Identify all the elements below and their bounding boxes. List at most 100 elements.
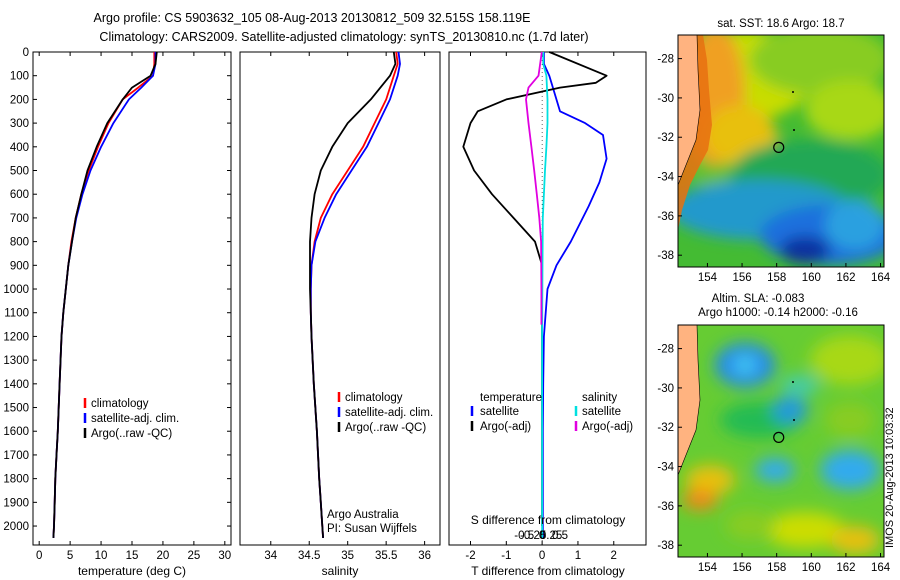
series-line-argo-raw-qc [52, 51, 158, 538]
depth-tick-label: 0 [23, 47, 29, 59]
x-tick-label: -1 [501, 550, 511, 562]
legend-salinity-argo: Argo(-adj) [582, 421, 633, 433]
lon-tick-label: 154 [698, 562, 718, 574]
depth-tick-label: 300 [10, 118, 29, 130]
t-difference-xlabel: T difference from climatology [471, 564, 625, 578]
s-difference-xlabel: S difference from climatology [471, 513, 626, 527]
lon-tick-label: 160 [802, 562, 821, 574]
legend-salinity-satellite: satellite [582, 406, 621, 418]
lat-tick-label: -34 [657, 172, 674, 184]
t-difference-axis: -2 -1 0 1 2 [465, 52, 617, 562]
x-tick-label: 0 [539, 550, 545, 562]
s-tick-label: 0.5 [552, 530, 568, 542]
temperature-profiles [52, 51, 158, 538]
sst-map: sat. SST: 18.6 Argo: 18.7 15 [657, 18, 891, 284]
legend-satellite: satellite-adj. clim. [91, 413, 179, 425]
depth-tick-label: 1200 [3, 331, 29, 343]
sst-map-lat-axis: -28 -30 -32 -34 -36 -38 [657, 54, 682, 262]
sst-field [678, 35, 884, 267]
x-tick-label: -2 [465, 550, 475, 562]
depth-tick-label: 1500 [3, 403, 29, 415]
series-line-salinity-argo-adj [525, 51, 543, 325]
temperature-legend: climatology satellite-adj. clim. Argo(..… [83, 398, 179, 440]
difference-legend: temperature satellite Argo(-adj) salinit… [470, 392, 633, 433]
depth-tick-label: 1100 [4, 308, 29, 320]
s-tick-label: -0.25 [520, 530, 546, 542]
sst-map-lon-axis: 154 156 158 160 162 164 [698, 263, 891, 284]
series-line-temperature-satellite [541, 52, 608, 538]
legend-climatology: climatology [345, 392, 403, 404]
lon-tick-label: 164 [871, 562, 891, 574]
lat-tick-label: -38 [657, 250, 674, 262]
x-tick-label: 20 [157, 550, 170, 562]
lon-tick-label: 158 [767, 272, 786, 284]
salinity-panel: 34 34.5 35 35.5 36 salinity climatology sate… [239, 51, 441, 578]
salinity-axis: 34 34.5 35 35.5 36 [264, 52, 431, 562]
x-tick-label: 1 [575, 550, 581, 562]
depth-tick-label: 1000 [3, 284, 29, 296]
lat-tick-label: -30 [657, 93, 674, 105]
x-tick-label: 35.5 [375, 550, 397, 562]
depth-tick-label: 500 [10, 166, 29, 178]
credit-org: Argo Australia [327, 509, 399, 521]
x-tick-label: 34 [264, 550, 277, 562]
lon-tick-label: 160 [802, 272, 821, 284]
lat-tick-label: -28 [657, 54, 674, 66]
legend-temperature-satellite: satellite [480, 406, 519, 418]
lat-tick-label: -30 [657, 383, 674, 395]
lon-tick-label: 156 [732, 272, 751, 284]
lon-tick-label: 158 [767, 562, 786, 574]
lon-tick-label: 156 [732, 562, 751, 574]
sla-map-title: Altim. SLA: -0.083 [712, 293, 805, 305]
temperature-axis: 0 5 10 15 20 25 30 [36, 52, 231, 562]
x-tick-label: 30 [218, 550, 231, 562]
difference-profiles [462, 51, 608, 538]
lon-tick-label: 162 [836, 562, 855, 574]
salinity-legend: climatology satellite-adj. clim. Argo(..… [337, 392, 433, 434]
x-tick-label: 15 [126, 550, 139, 562]
lat-tick-label: -28 [657, 344, 674, 356]
depth-tick-label: 1600 [3, 426, 29, 438]
sst-map-title: sat. SST: 18.6 Argo: 18.7 [717, 18, 844, 30]
lat-tick-label: -32 [657, 132, 674, 144]
depth-tick-label: 600 [10, 189, 29, 201]
temperature-panel: 0100200300400500600700800900100011001200… [3, 47, 646, 578]
depth-tick-label: 1400 [3, 379, 29, 391]
depth-tick-label: 700 [10, 213, 29, 225]
argo-location-marker [773, 431, 785, 443]
s-tick-label: 0 [539, 530, 545, 542]
depth-tick-label: 900 [10, 260, 29, 272]
s-tick-label: 0.25 [540, 530, 562, 542]
depth-tick-label: 1700 [3, 450, 29, 462]
x-tick-label: 34.5 [298, 550, 320, 562]
sla-map-subtitle: Argo h1000: -0.14 h2000: -0.16 [698, 307, 858, 319]
legend-argo: Argo(..raw -QC) [345, 422, 426, 434]
depth-tick-label: 1800 [3, 474, 29, 486]
lon-tick-label: 162 [836, 272, 855, 284]
lon-tick-label: 164 [871, 272, 891, 284]
x-tick-label: 25 [187, 550, 200, 562]
depth-tick-label: 1300 [3, 355, 29, 367]
salinity-profiles [309, 51, 401, 538]
imos-timestamp: IMOS 20-Aug-2013 10:03:32 [884, 407, 896, 548]
sla-map: Altim. SLA: -0.083 Argo h1000: -0.14 h20… [657, 293, 890, 574]
legend-salinity-title: salinity [582, 392, 617, 404]
series-line-argo-raw-qc [309, 51, 397, 538]
sla-map-lon-axis: 154 156 158 160 162 164 [698, 553, 891, 574]
salinity-xlabel: salinity [322, 564, 359, 578]
sla-map-lat-axis: -28 -30 -32 -34 -36 -38 [657, 344, 682, 552]
legend-temperature-title: temperature [480, 392, 542, 404]
lon-tick-label: 154 [698, 272, 718, 284]
depth-tick-label: 200 [10, 94, 29, 106]
series-line-salinity-satellite [541, 52, 549, 538]
lat-tick-label: -36 [657, 211, 674, 223]
header-line1: Argo profile: CS 5903632_105 08-Aug-2013… [94, 11, 531, 25]
depth-tick-label: 1900 [3, 497, 29, 509]
sla-field [678, 325, 884, 557]
legend-climatology: climatology [91, 398, 149, 410]
depth-tick-label: 2000 [3, 521, 29, 533]
lat-tick-label: -32 [657, 422, 674, 434]
lat-tick-label: -34 [657, 462, 674, 474]
x-tick-label: 35 [341, 550, 354, 562]
